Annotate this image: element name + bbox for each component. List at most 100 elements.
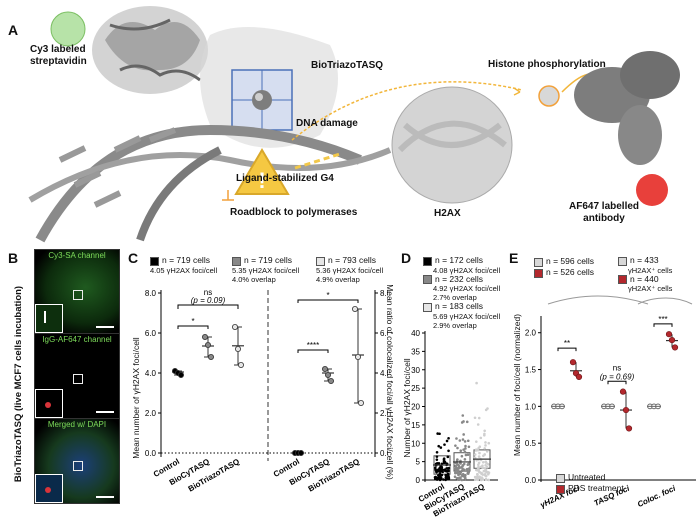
paneld-point <box>463 458 467 461</box>
panelc-legend-3: n = 793 cells 5.36 γH2AX foci/cell 4.9% … <box>316 256 383 284</box>
panele-inner-legend: Untreated PDS treatment <box>556 472 624 494</box>
panelc-legend-3-n: n = 793 cells <box>328 255 376 265</box>
panele-legend-untreated: Untreated <box>568 472 606 482</box>
paneld-point <box>479 465 483 469</box>
paneld-point <box>446 472 450 476</box>
paneld-point <box>485 465 489 469</box>
panele-ytick-label: 1.0 <box>525 402 537 411</box>
panelc-ylabel-left: Mean number of γH2AX foci/cell <box>131 337 141 459</box>
panelc-ytick-label: 0.0 <box>145 449 157 458</box>
paneld-point <box>483 447 487 450</box>
panelc-ytick-label: 6.0 <box>145 329 157 338</box>
paneld-ytick-label: 40 <box>411 330 420 338</box>
panelc-legend-2-detail: 5.35 γH2AX foci/cell <box>232 265 300 275</box>
paneld-point <box>465 420 469 424</box>
paneld-point <box>456 446 459 450</box>
panele-legend-brace-right <box>637 297 693 305</box>
paneld-legend-1-detail: 4.08 γH2AX foci/cell <box>433 265 501 275</box>
panel-b-label: B <box>8 250 19 266</box>
warning-icon <box>234 148 290 195</box>
panelc-foci-point <box>232 324 239 331</box>
panel-a-illustration: ! <box>28 6 680 243</box>
paneld-point <box>456 458 459 461</box>
af647-dot <box>636 174 668 206</box>
paneld-point <box>477 416 481 420</box>
paneld-point <box>463 440 467 443</box>
panelc-ytick-label: 2.0 <box>145 409 157 418</box>
cy3-dot <box>50 11 86 47</box>
panelc-ytick-label-right: 0.0 <box>380 449 388 458</box>
panelc-legend-2: n = 719 cells 5.35 γH2AX foci/cell 4.0% … <box>232 256 299 284</box>
paneld-point <box>478 475 481 479</box>
panele-pds-point <box>671 344 679 351</box>
paneld-point <box>482 454 485 458</box>
panelc-ytick-label-right: 2.0 <box>380 409 388 418</box>
paneld-point <box>462 448 465 451</box>
panelc-foci-point <box>238 362 245 369</box>
paneld-point <box>447 469 450 473</box>
paneld-point <box>476 423 480 426</box>
panele-legend-3-detail: γH2AX⁺ cells <box>628 265 673 275</box>
panele-sig2-bracket <box>607 380 627 385</box>
dna-helix <box>28 124 392 243</box>
panele-pds-point <box>569 359 577 366</box>
paneld-point <box>486 470 490 474</box>
phospho-dot <box>538 85 560 107</box>
paneld-ytick-label: 0 <box>416 476 421 485</box>
paneld-point <box>478 445 482 449</box>
paneld-point <box>463 476 467 479</box>
panel-a-label: A <box>8 22 19 38</box>
paneld-point <box>466 439 470 443</box>
paneld-point <box>455 471 459 475</box>
paneld-point <box>461 438 465 441</box>
panelc-coloc-point <box>327 378 334 385</box>
paneld-point <box>460 478 464 482</box>
panelc-coloc-point <box>324 372 331 379</box>
paneld-point <box>438 477 442 481</box>
panele-legend-pds: PDS treatment <box>568 483 624 493</box>
paneld-point <box>438 432 441 436</box>
paneld-point <box>465 467 469 471</box>
paneld-point <box>478 451 481 455</box>
paneld-ytick-label: 10 <box>411 439 420 448</box>
panelc-sig-bracket-3 <box>297 299 359 303</box>
paneld-point <box>462 420 465 423</box>
paneld-point <box>446 476 449 480</box>
paneld-point <box>447 449 450 453</box>
paneld-point <box>442 459 446 463</box>
panele-pds-point <box>665 331 673 338</box>
paneld-point <box>457 478 460 482</box>
paneld-legend-3-detail2: 2.9% overlap <box>433 320 477 330</box>
panele-legend-3: n = 433 <box>630 255 659 265</box>
paneld-point <box>458 471 461 474</box>
panelc-foci-point <box>205 342 212 349</box>
panele-legend-right: n = 433 γH2AX⁺ cells n = 440 γH2AX⁺ cell… <box>618 256 672 293</box>
panelc-chart: 0.00.02.02.04.04.06.06.08.08.0ControlBio… <box>145 290 388 494</box>
paneld-point <box>461 473 464 477</box>
panelc-sig-bracket-2 <box>297 349 329 353</box>
paneld-point <box>485 450 489 453</box>
panelc-ytick-label-right: 8.0 <box>380 290 388 298</box>
panelb-side-label: BioTriazoTASQ (live MCF7 cells incubatio… <box>13 285 24 483</box>
panele-pds-point <box>625 425 633 432</box>
panelc-foci-point <box>235 346 242 353</box>
panele-legend-1: n = 596 cells <box>546 256 594 266</box>
paneld-point <box>481 460 485 464</box>
igg-channel-caption: IgG-AF647 channel <box>42 335 112 344</box>
paneld-point <box>435 455 439 458</box>
cy3-channel-caption: Cy3-SA channel <box>48 251 106 260</box>
panele-sig1: ** <box>564 339 570 348</box>
panelc-foci-point <box>208 354 215 361</box>
roadblock-label: Roadblock to polymerases <box>230 207 358 218</box>
panelc-p: (p = 0.09) <box>191 296 226 305</box>
panelc-legend-3-detail: 5.36 γH2AX foci/cell <box>316 265 384 275</box>
paneld-point <box>442 478 445 481</box>
panele-ytick-label: 1.5 <box>525 366 537 375</box>
panele-ylabel: Mean number of foci/cell (normalized) <box>512 313 522 457</box>
paneld-point <box>460 454 464 458</box>
paneld-point <box>467 445 471 449</box>
paneld-point <box>475 440 478 443</box>
merged-micrograph: Merged w/ DAPI <box>34 418 120 504</box>
panele-pds-point <box>668 336 676 344</box>
panele-legend-4-detail: γH2AX⁺ cells <box>628 284 673 294</box>
